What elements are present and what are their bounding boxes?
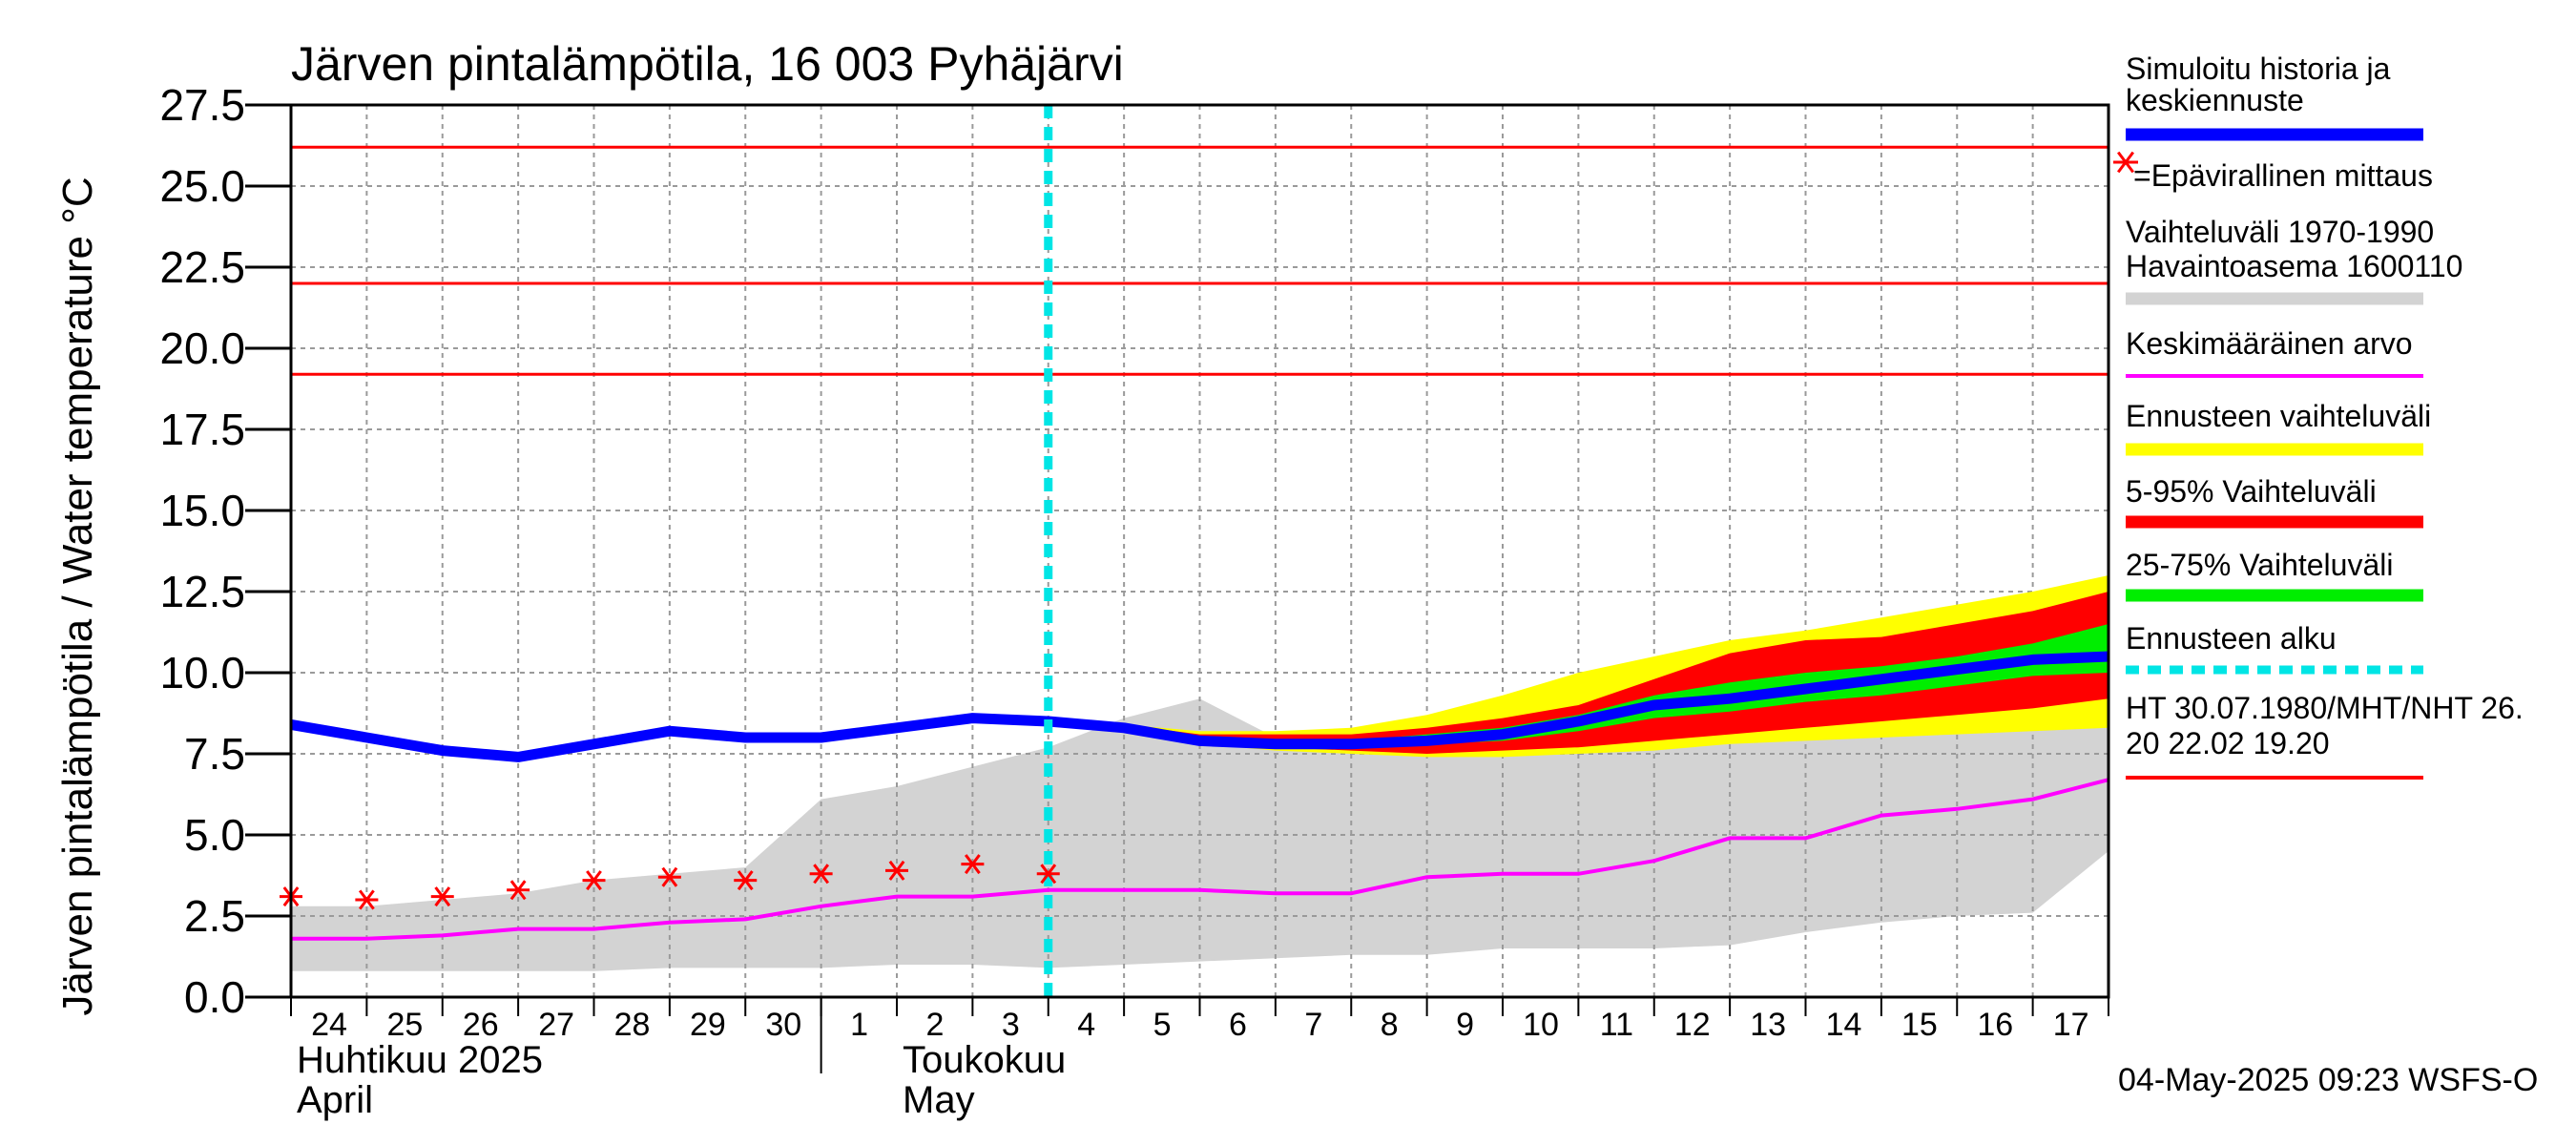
legend-item: Vaihteluväli 1970-1990 Havaintoasema 160… <box>2126 215 2462 305</box>
x-tick-label: 16 <box>1977 1007 2013 1043</box>
legend-star <box>2116 151 2135 174</box>
star-stroke <box>964 854 981 875</box>
measurement-point <box>885 860 908 881</box>
star-stroke <box>661 866 678 887</box>
y-tick-label: 7.5 <box>184 729 245 779</box>
x-tick-label: 29 <box>690 1007 726 1043</box>
x-tick-label: 8 <box>1381 1007 1399 1043</box>
legend-item: Ennusteen vaihteluväli <box>2126 399 2431 456</box>
y-tick-label: 10.0 <box>159 648 245 697</box>
series-mean-line <box>291 778 2109 941</box>
x-tick-label: 2 <box>926 1007 945 1043</box>
star-stroke <box>509 880 527 901</box>
x-tick-label: 10 <box>1523 1007 1559 1043</box>
legend-label: keskiennuste <box>2126 83 2304 117</box>
measurement-point <box>355 889 379 910</box>
star-stroke <box>586 870 602 891</box>
measurement-point <box>507 880 530 901</box>
y-tick-label: 12.5 <box>159 567 245 616</box>
x-tick-label: 25 <box>386 1007 423 1043</box>
y-tick-label: 22.5 <box>159 242 245 292</box>
y-axis-label: Järven pintalämpötila / Water temperatur… <box>54 177 101 1015</box>
legend-label: Ennusteen alku <box>2126 621 2337 656</box>
y-tick-label: 2.5 <box>184 891 245 941</box>
x-tick-label: 1 <box>850 1007 868 1043</box>
x-tick-label: 9 <box>1456 1007 1474 1043</box>
star-stroke <box>813 864 830 885</box>
x-tick-label: 4 <box>1077 1007 1095 1043</box>
month-label-en: May <box>903 1079 975 1121</box>
y-tick-label: 0.0 <box>184 972 245 1022</box>
star-stroke <box>1040 864 1057 885</box>
y-tick-label: 25.0 <box>159 161 245 211</box>
month-label: Huhtikuu 2025 <box>297 1039 543 1081</box>
legend-label: 25-75% Vaihteluväli <box>2126 548 2393 582</box>
star-stroke <box>737 870 754 891</box>
legend-item: HT 30.07.1980/MHT/NHT 26.20 22.02 19.20 <box>2126 691 2524 780</box>
axes: 0.0 2.5 5.0 7.5 10.0 12.5 15.0 17.5 20.0 22.5 25.0… <box>159 80 2110 1121</box>
x-tick-label: 12 <box>1674 1007 1711 1043</box>
legend-label: 20 22.02 19.20 <box>2126 726 2330 760</box>
legend-label: Simuloitu historia ja <box>2126 52 2391 86</box>
plot-area <box>280 105 2109 997</box>
legend-item: 5-95% Vaihteluväli <box>2126 474 2423 529</box>
legend-item: 25-75% Vaihteluväli <box>2126 548 2423 602</box>
x-tick-label: 26 <box>463 1007 499 1043</box>
x-tick-label: 11 <box>1600 1007 1633 1043</box>
y-tick-label: 15.0 <box>159 486 245 535</box>
footer-timestamp: 04-May-2025 09:23 WSFS-O <box>2118 1062 2538 1098</box>
measurement-point <box>430 886 454 907</box>
month-label: Toukokuu <box>903 1039 1066 1081</box>
x-tick-label: 15 <box>1901 1007 1938 1043</box>
star-stroke <box>888 860 905 881</box>
x-tick-label: 3 <box>1002 1007 1020 1043</box>
x-tick-label: 24 <box>311 1007 347 1043</box>
legend-label: HT 30.07.1980/MHT/NHT 26. <box>2126 691 2524 725</box>
star-stroke <box>358 889 375 910</box>
y-tick-label: 17.5 <box>159 405 245 454</box>
legend-item: =Epävirallinen mittaus <box>2113 151 2433 193</box>
measurement-point <box>961 854 985 875</box>
legend-label: 5-95% Vaihteluväli <box>2126 474 2377 509</box>
x-tick-label: 27 <box>538 1007 574 1043</box>
measurement-point <box>1036 864 1060 885</box>
legend-label: Keskimääräinen arvo <box>2126 326 2413 361</box>
measurement-point <box>657 866 681 887</box>
measurement-point <box>582 870 606 891</box>
legend-label: Havaintoasema 1600110 <box>2126 249 2462 283</box>
x-tick-label: 17 <box>2053 1007 2089 1043</box>
x-tick-label: 7 <box>1304 1007 1322 1043</box>
y-tick-label: 5.0 <box>184 810 245 860</box>
x-tick-label: 5 <box>1153 1007 1172 1043</box>
legend-label: Ennusteen vaihteluväli <box>2126 399 2431 433</box>
legend-item: Ennusteen alku <box>2126 621 2423 675</box>
x-tick-label: 28 <box>614 1007 651 1043</box>
legend-item: Keskimääräinen arvo <box>2126 326 2423 378</box>
x-tick-label: 6 <box>1229 1007 1247 1043</box>
x-tick-label: 14 <box>1826 1007 1862 1043</box>
x-tick-label: 13 <box>1750 1007 1786 1043</box>
x-tick-label: 30 <box>765 1007 801 1043</box>
band-5-95 <box>1048 592 2109 754</box>
measurement-point <box>734 870 758 891</box>
chart-title: Järven pintalämpötila, 16 003 Pyhäjärvi <box>291 37 1124 91</box>
series-history-line <box>290 651 2109 762</box>
y-tick-label: 27.5 <box>159 80 245 130</box>
star-stroke <box>434 886 451 907</box>
legend-label: Vaihteluväli 1970-1990 <box>2126 215 2434 249</box>
legend-label: =Epävirallinen mittaus <box>2133 158 2433 193</box>
measurement-point <box>809 864 833 885</box>
y-tick-label: 20.0 <box>159 323 245 373</box>
month-label-en: April <box>297 1079 373 1121</box>
